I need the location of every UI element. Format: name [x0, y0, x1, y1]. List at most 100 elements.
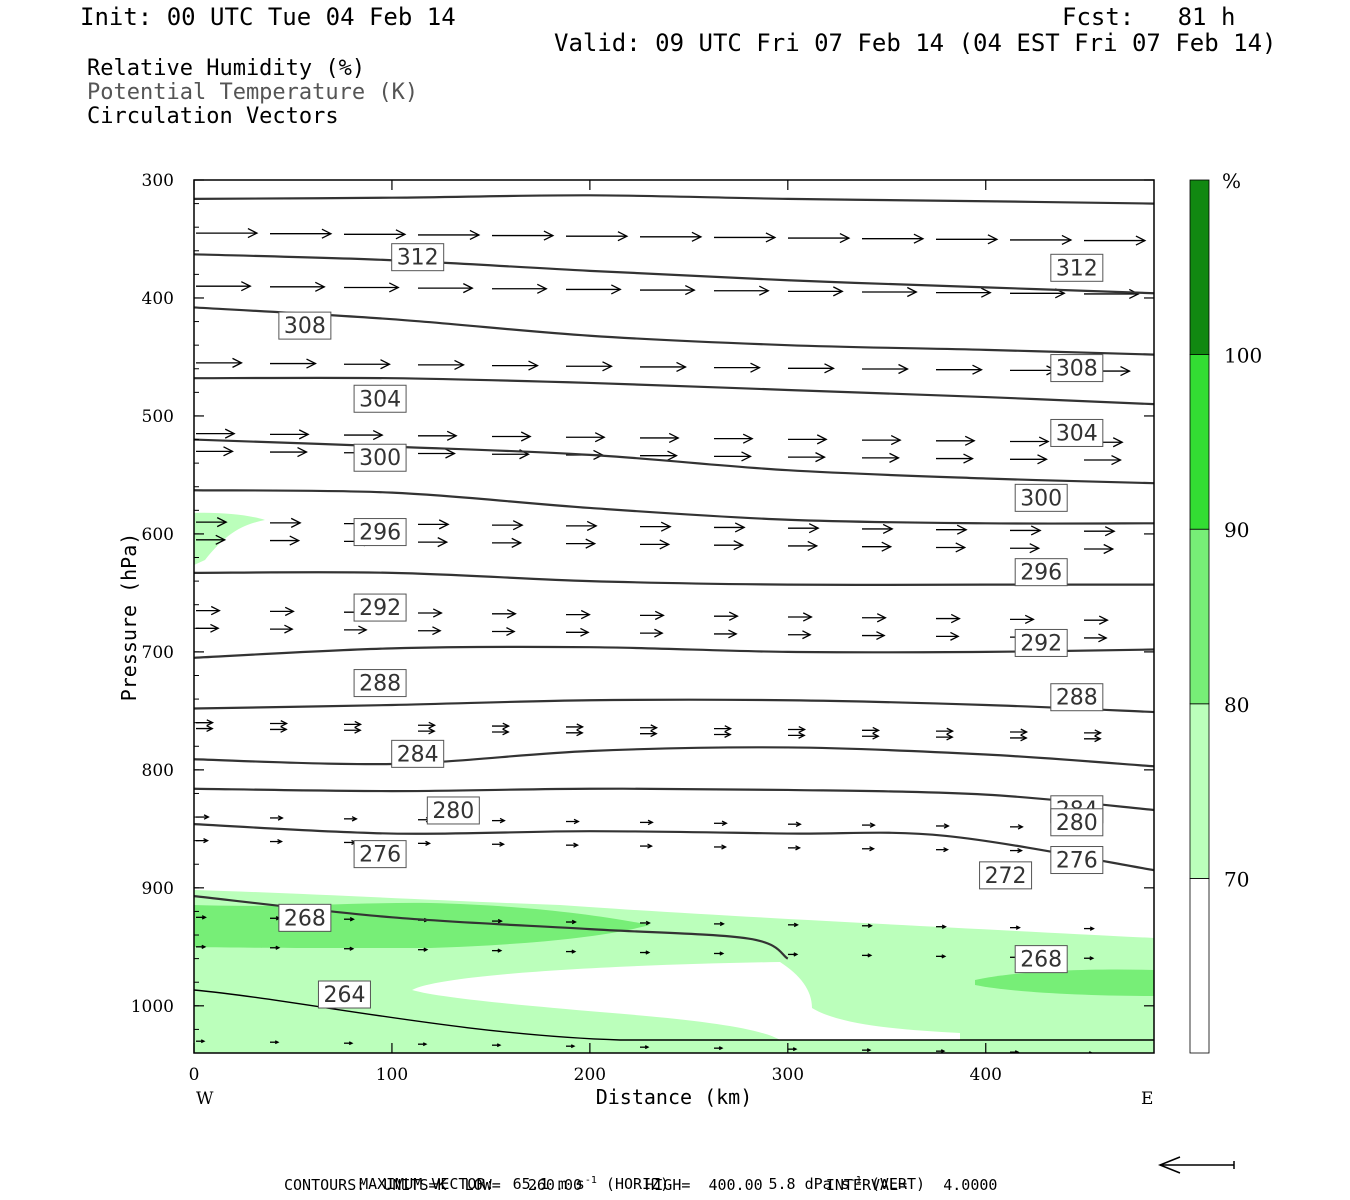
theta-label-280-0: 280 — [432, 799, 474, 824]
max-vector-vert: 5.8 dPa s — [768, 1175, 850, 1193]
vector-head — [1020, 734, 1028, 742]
vector-head — [881, 541, 893, 552]
vector-head — [1014, 1050, 1020, 1053]
vector-head — [349, 916, 355, 922]
colorbar-label: 80 — [1224, 693, 1249, 717]
colorbar-segment — [1189, 528, 1210, 705]
theta-label-box-288-1 — [1050, 683, 1104, 712]
theta-contour-304 — [194, 306, 1154, 356]
init-time: Init: 00 UTC Tue 04 Feb 14 — [80, 3, 456, 31]
theta-label-296-0: 296 — [359, 521, 401, 546]
vector-head — [422, 1042, 428, 1047]
theta-label-312-0: 312 — [397, 246, 439, 271]
vector-head — [428, 727, 436, 735]
vector-head — [423, 947, 429, 952]
theta-label-box-264-0 — [317, 980, 371, 1009]
x-tick-label: 300 — [772, 1065, 804, 1085]
theta-label-288-1: 288 — [1056, 686, 1098, 711]
vector-head — [807, 540, 819, 552]
theta-label-box-272-0 — [979, 861, 1033, 890]
vector-head — [585, 538, 597, 549]
vector-head — [759, 285, 770, 296]
vector-head — [1094, 729, 1103, 737]
vector-head — [1089, 926, 1095, 931]
vector-head — [940, 1049, 946, 1053]
x-tick-label: 400 — [970, 1065, 1002, 1085]
vector-head — [1015, 925, 1021, 930]
exponent-vert: -1 — [849, 1175, 862, 1186]
vector-head — [580, 609, 591, 620]
y-tick-label: 600 — [142, 525, 174, 545]
x-axis-title: Distance (km) — [596, 1085, 753, 1109]
vector-head — [659, 539, 671, 550]
theta-label-304-1: 304 — [1056, 421, 1098, 446]
vector-head — [876, 613, 887, 623]
theta-label-box-304-0 — [353, 384, 407, 413]
colorbar-segment — [1189, 878, 1210, 1054]
vector-head — [203, 814, 210, 820]
rh-shade-dry-hole — [412, 962, 960, 1040]
vector-head — [718, 1046, 724, 1051]
theta-label-276-0: 276 — [359, 843, 401, 868]
vector-head — [876, 631, 886, 641]
vector-head — [946, 733, 954, 741]
theta-label-box-268-1 — [1014, 945, 1068, 974]
vector-head — [950, 631, 960, 641]
vector-head — [765, 232, 777, 243]
vector-head — [573, 818, 580, 825]
theta-label-box-268-0 — [278, 903, 332, 932]
theta-label-264-0: 264 — [323, 983, 365, 1008]
y-tick-label: 800 — [142, 761, 174, 781]
max-vector-horiz-suffix: (HORIZ) — [605, 1175, 670, 1193]
rh-shade-80-90-right — [975, 969, 1154, 996]
vector-head — [1037, 454, 1048, 465]
vector-head — [499, 817, 506, 824]
theta-contour-288 — [194, 571, 1154, 587]
theta-contour-312 — [194, 194, 1154, 205]
theta-label-312-1: 312 — [1056, 256, 1098, 281]
vector-head — [795, 845, 802, 851]
theta-contour-272 — [194, 787, 1154, 812]
theta-label-300-1: 300 — [1020, 486, 1062, 511]
x-tick-label: 100 — [376, 1065, 408, 1085]
vector-head — [321, 228, 333, 239]
vector-head — [721, 844, 728, 850]
vector-head — [793, 952, 799, 957]
vector-head — [297, 446, 308, 458]
vector-head — [200, 1039, 206, 1044]
vector-head — [576, 723, 585, 731]
theta-label-box-284-0 — [391, 739, 445, 768]
y-tick-label: 400 — [142, 289, 174, 309]
vector-head — [277, 838, 284, 845]
vector-head — [446, 430, 458, 441]
y-tick-label: 1000 — [131, 997, 174, 1017]
theta-contour-296 — [194, 438, 1154, 485]
vector-head — [280, 720, 289, 728]
x-end-label-east: E — [1141, 1089, 1153, 1109]
vector-head — [438, 519, 450, 530]
vector-head — [201, 915, 207, 920]
legend-potential-temperature: Potential Temperature (K) — [87, 80, 419, 105]
vector-head — [647, 843, 654, 849]
vector-head — [963, 453, 974, 464]
vector-head — [463, 283, 474, 294]
vector-head — [943, 847, 950, 853]
max-vector-line: MAXIMUM VECTOR: 65.1 m s-1 (HORIZ) 5.8 d… — [341, 1157, 925, 1193]
vector-head — [685, 284, 696, 296]
theta-contour-292 — [194, 489, 1154, 525]
vector-head — [1017, 847, 1024, 854]
plot-frame — [193, 179, 1155, 1054]
vector-head — [1038, 436, 1050, 447]
vector-head — [907, 286, 918, 298]
theta-label-box-292-1 — [1014, 628, 1068, 657]
vector-head — [380, 359, 391, 370]
colorbar-label: 90 — [1224, 518, 1249, 542]
vector-head — [728, 629, 738, 639]
vector-head — [372, 429, 384, 441]
exponent-horiz: -1 — [584, 1175, 597, 1186]
legend-relative-humidity: Relative Humidity (%) — [87, 56, 366, 81]
theta-label-box-288-0 — [353, 669, 407, 698]
vector-head — [354, 720, 363, 728]
vector-head — [537, 283, 548, 294]
theta-contour-268 — [194, 823, 1154, 872]
